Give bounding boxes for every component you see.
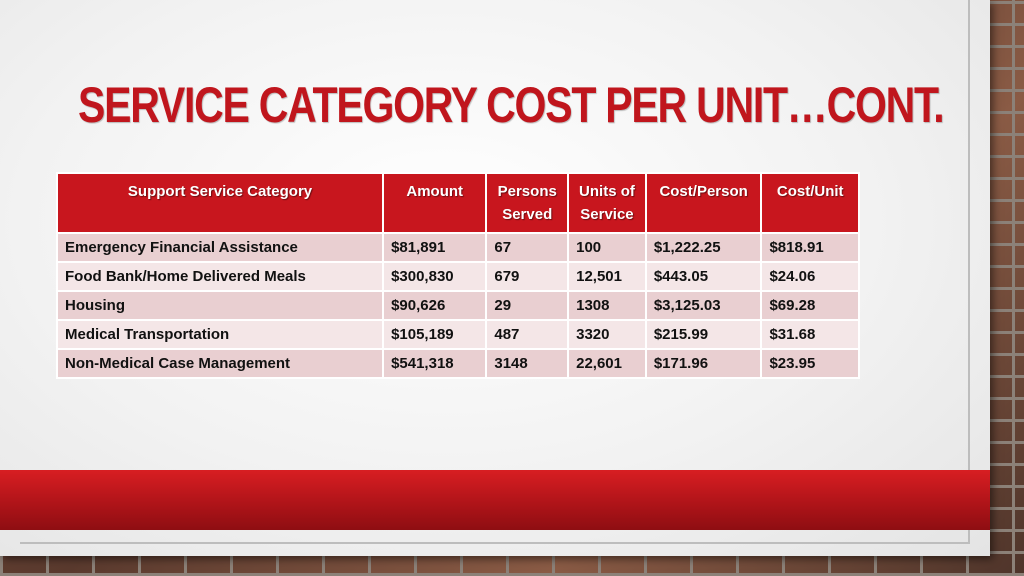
table-row: Non-Medical Case Management $541,318 314… (55, 348, 860, 379)
cell-persons: 3148 (485, 348, 570, 379)
cell-category: Emergency Financial Assistance (55, 232, 385, 263)
header-category: Support Service Category (55, 172, 385, 234)
cell-cost-person: $3,125.03 (644, 290, 763, 321)
cell-cost-unit: $24.06 (760, 261, 860, 292)
cell-cost-unit: $69.28 (760, 290, 860, 321)
cell-cost-person: $1,222.25 (644, 232, 763, 263)
cell-persons: 29 (485, 290, 570, 321)
cell-amount: $90,626 (382, 290, 488, 321)
cell-cost-unit: $31.68 (760, 319, 860, 350)
cell-units: 22,601 (567, 348, 647, 379)
cell-category: Food Bank/Home Delivered Meals (55, 261, 385, 292)
table-row: Housing $90,626 29 1308 $3,125.03 $69.28 (55, 290, 860, 321)
cell-persons: 487 (485, 319, 570, 350)
table-row: Food Bank/Home Delivered Meals $300,830 … (55, 261, 860, 292)
header-persons-served: Persons Served (485, 172, 570, 234)
cost-table: Support Service Category Amount Persons … (55, 172, 860, 379)
cell-cost-person: $215.99 (644, 319, 763, 350)
header-units-of-service: Units of Service (567, 172, 647, 234)
cell-amount: $541,318 (382, 348, 488, 379)
cell-units: 1308 (567, 290, 647, 321)
cell-category: Housing (55, 290, 385, 321)
cell-cost-unit: $818.91 (760, 232, 860, 263)
cell-cost-unit: $23.95 (760, 348, 860, 379)
cell-units: 100 (567, 232, 647, 263)
slide: SERVICE CATEGORY COST PER UNIT…CONT. Sup… (0, 0, 990, 556)
slide-frame (20, 0, 970, 544)
cell-cost-person: $171.96 (644, 348, 763, 379)
cell-persons: 679 (485, 261, 570, 292)
table-row: Emergency Financial Assistance $81,891 6… (55, 232, 860, 263)
slide-title: SERVICE CATEGORY COST PER UNIT…CONT. (78, 77, 945, 133)
cell-persons: 67 (485, 232, 570, 263)
header-cost-per-unit: Cost/Unit (760, 172, 860, 234)
table-header-row: Support Service Category Amount Persons … (55, 172, 860, 234)
table-row: Medical Transportation $105,189 487 3320… (55, 319, 860, 350)
cell-units: 12,501 (567, 261, 647, 292)
cell-category: Medical Transportation (55, 319, 385, 350)
cell-units: 3320 (567, 319, 647, 350)
cell-cost-person: $443.05 (644, 261, 763, 292)
header-cost-per-person: Cost/Person (644, 172, 763, 234)
cell-amount: $81,891 (382, 232, 488, 263)
cell-amount: $300,830 (382, 261, 488, 292)
header-amount: Amount (382, 172, 488, 234)
cell-amount: $105,189 (382, 319, 488, 350)
decorative-red-band (0, 470, 990, 530)
cell-category: Non-Medical Case Management (55, 348, 385, 379)
